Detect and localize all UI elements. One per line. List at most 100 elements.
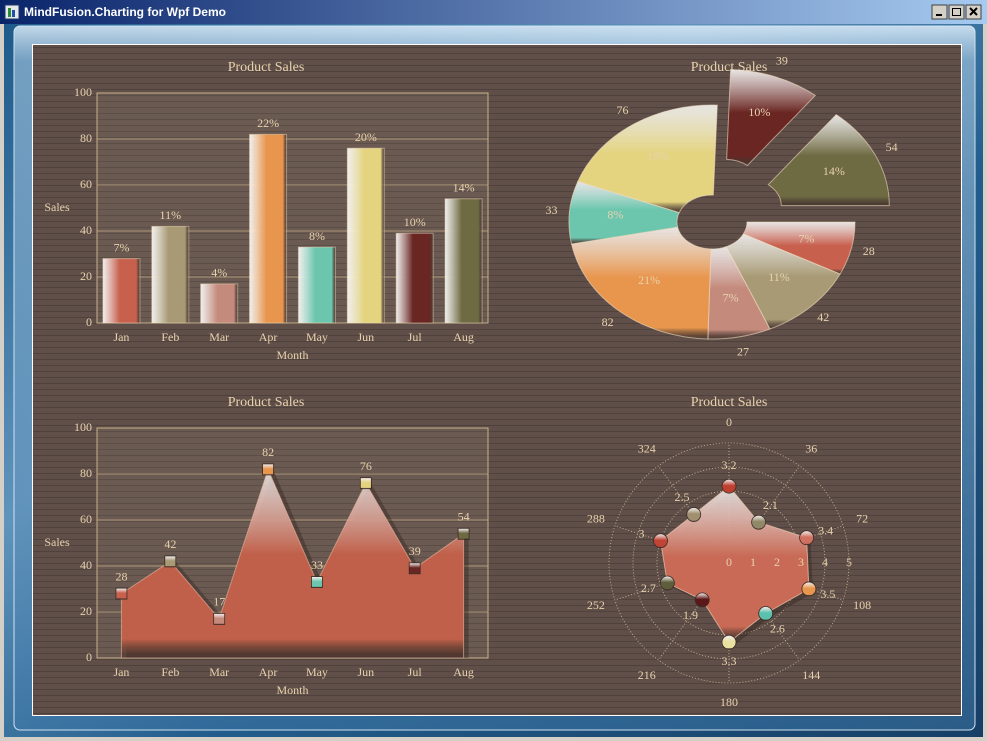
y-tick-label: 80 [80, 466, 92, 480]
value-label: 3.3 [722, 654, 737, 668]
value-label: 76 [360, 459, 372, 473]
y-tick-label: 60 [80, 177, 92, 191]
marker [408, 562, 421, 575]
value-label: 3.5 [820, 587, 835, 601]
value-label: 3 [639, 526, 645, 540]
marker [801, 581, 817, 597]
angle-tick-label: 324 [638, 441, 656, 455]
slice-value-label: 54 [886, 140, 898, 154]
bar [200, 283, 239, 324]
angle-tick-label: 252 [587, 598, 605, 612]
minimize-button[interactable] [931, 4, 948, 20]
chart-title: Product Sales [691, 395, 768, 410]
x-tick-label: Feb [161, 330, 179, 344]
x-tick-label: Jan [113, 330, 129, 344]
marker [653, 533, 668, 549]
bar-percent-label: 14% [453, 181, 475, 195]
radial-tick-label: 1 [750, 555, 756, 569]
x-tick-label: Jun [357, 665, 374, 679]
pie-slice [577, 104, 718, 214]
marker [694, 592, 710, 608]
x-tick-label: May [306, 330, 328, 344]
value-label: 33 [311, 558, 323, 572]
value-label: 2.7 [641, 581, 656, 595]
x-tick-label: Jul [408, 330, 423, 344]
value-label: 2.1 [763, 498, 778, 512]
y-tick-label: 100 [74, 85, 92, 99]
y-tick-label: 60 [80, 512, 92, 526]
x-tick-label: Aug [453, 665, 474, 679]
slice-percent-label: 8% [607, 207, 623, 221]
x-tick-label: Mar [209, 665, 229, 679]
radial-tick-label: 2 [774, 555, 780, 569]
bar [346, 147, 385, 324]
value-label: 17 [213, 595, 225, 609]
maximize-button[interactable] [948, 4, 965, 20]
angular-grid-line [728, 525, 844, 564]
y-tick-label: 20 [80, 269, 92, 283]
slice-percent-label: 10% [748, 105, 770, 119]
bar [102, 258, 141, 324]
y-axis-label: Sales [44, 535, 70, 549]
x-tick-label: May [306, 665, 328, 679]
pie-slice [726, 68, 817, 167]
angular-grid-line [728, 562, 844, 601]
marker [659, 575, 675, 591]
pie-slice [725, 233, 841, 330]
value-label: 3.4 [818, 523, 833, 537]
marker [457, 527, 470, 540]
x-tick-label: Apr [259, 330, 278, 344]
close-button[interactable] [965, 4, 982, 20]
value-label: 1.9 [683, 608, 698, 622]
value-label: 54 [458, 510, 470, 524]
x-tick-label: Aug [453, 330, 474, 344]
y-tick-label: 20 [80, 604, 92, 618]
bar [151, 225, 190, 324]
marker [115, 587, 128, 600]
value-label: 2.6 [770, 621, 785, 635]
marker [799, 530, 815, 546]
x-tick-label: Mar [209, 330, 229, 344]
chart-title: Product Sales [228, 395, 305, 410]
title-bar [0, 0, 987, 24]
angle-tick-label: 144 [802, 668, 820, 682]
pie-slice [570, 226, 712, 340]
app-icon-part [12, 10, 15, 17]
value-label: 28 [115, 569, 127, 583]
bar-percent-label: 4% [211, 266, 227, 280]
window-title: MindFusion.Charting for Wpf Demo [24, 5, 226, 19]
value-label: 2.5 [674, 490, 689, 504]
bar-percent-label: 7% [113, 240, 129, 254]
x-axis-label: Month [276, 683, 308, 697]
marker [311, 576, 323, 588]
angle-tick-label: 0 [726, 415, 732, 429]
value-label: 42 [164, 537, 176, 551]
slice-value-label: 39 [776, 54, 788, 68]
angle-tick-label: 72 [856, 511, 868, 525]
angular-grid-line [614, 562, 730, 601]
bar-percent-label: 10% [404, 215, 426, 229]
radial-grid-circle [608, 442, 850, 684]
x-axis-label: Month [276, 348, 308, 362]
radial-tick-label: 4 [822, 555, 828, 569]
angle-tick-label: 216 [638, 668, 656, 682]
pie-slice [767, 114, 890, 207]
angular-grid-line [614, 525, 730, 564]
slice-value-label: 76 [616, 103, 628, 117]
slice-value-label: 42 [817, 310, 829, 324]
y-tick-label: 0 [86, 650, 92, 664]
marker [164, 555, 177, 568]
slice-percent-label: 19% [647, 149, 669, 163]
angular-grid-line [728, 465, 800, 564]
bar-percent-label: 8% [309, 229, 325, 243]
bar [395, 232, 434, 324]
y-tick-label: 80 [80, 131, 92, 145]
x-tick-label: Apr [259, 665, 278, 679]
angle-tick-label: 108 [853, 598, 871, 612]
angle-tick-label: 288 [587, 511, 605, 525]
x-tick-label: Jun [357, 330, 374, 344]
slice-percent-label: 21% [638, 273, 660, 287]
y-axis-label: Sales [44, 200, 70, 214]
y-tick-label: 40 [80, 558, 92, 572]
bar-percent-label: 20% [355, 130, 377, 144]
